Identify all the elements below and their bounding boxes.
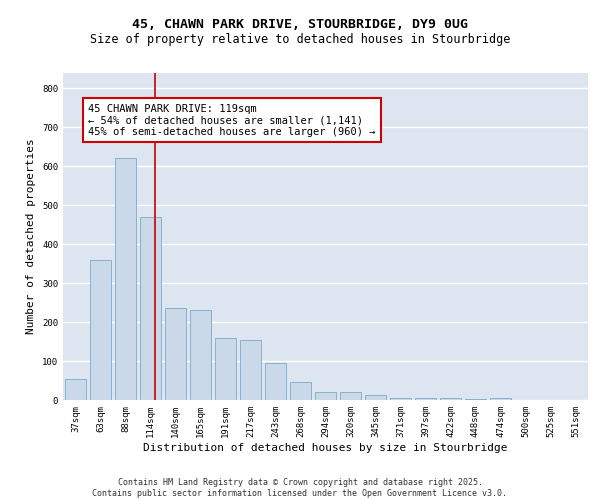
Bar [390,398,411,400]
Bar [190,310,211,400]
Bar [340,392,361,400]
Bar [365,396,386,400]
Y-axis label: Number of detached properties: Number of detached properties [26,138,37,334]
Bar [440,398,461,400]
Text: 45, CHAWN PARK DRIVE, STOURBRIDGE, DY9 0UG: 45, CHAWN PARK DRIVE, STOURBRIDGE, DY9 0… [132,18,468,30]
Text: Size of property relative to detached houses in Stourbridge: Size of property relative to detached ho… [90,32,510,46]
Bar [240,340,261,400]
X-axis label: Distribution of detached houses by size in Stourbridge: Distribution of detached houses by size … [143,442,508,452]
Bar [465,399,486,400]
Bar [215,338,236,400]
Bar [165,308,186,400]
Bar [115,158,136,400]
Text: Contains HM Land Registry data © Crown copyright and database right 2025.
Contai: Contains HM Land Registry data © Crown c… [92,478,508,498]
Bar [315,392,336,400]
Bar [265,363,286,400]
Text: 45 CHAWN PARK DRIVE: 119sqm
← 54% of detached houses are smaller (1,141)
45% of : 45 CHAWN PARK DRIVE: 119sqm ← 54% of det… [88,104,376,137]
Bar [290,382,311,400]
Bar [490,398,511,400]
Bar [415,398,436,400]
Bar [90,260,111,400]
Bar [65,378,86,400]
Bar [140,217,161,400]
